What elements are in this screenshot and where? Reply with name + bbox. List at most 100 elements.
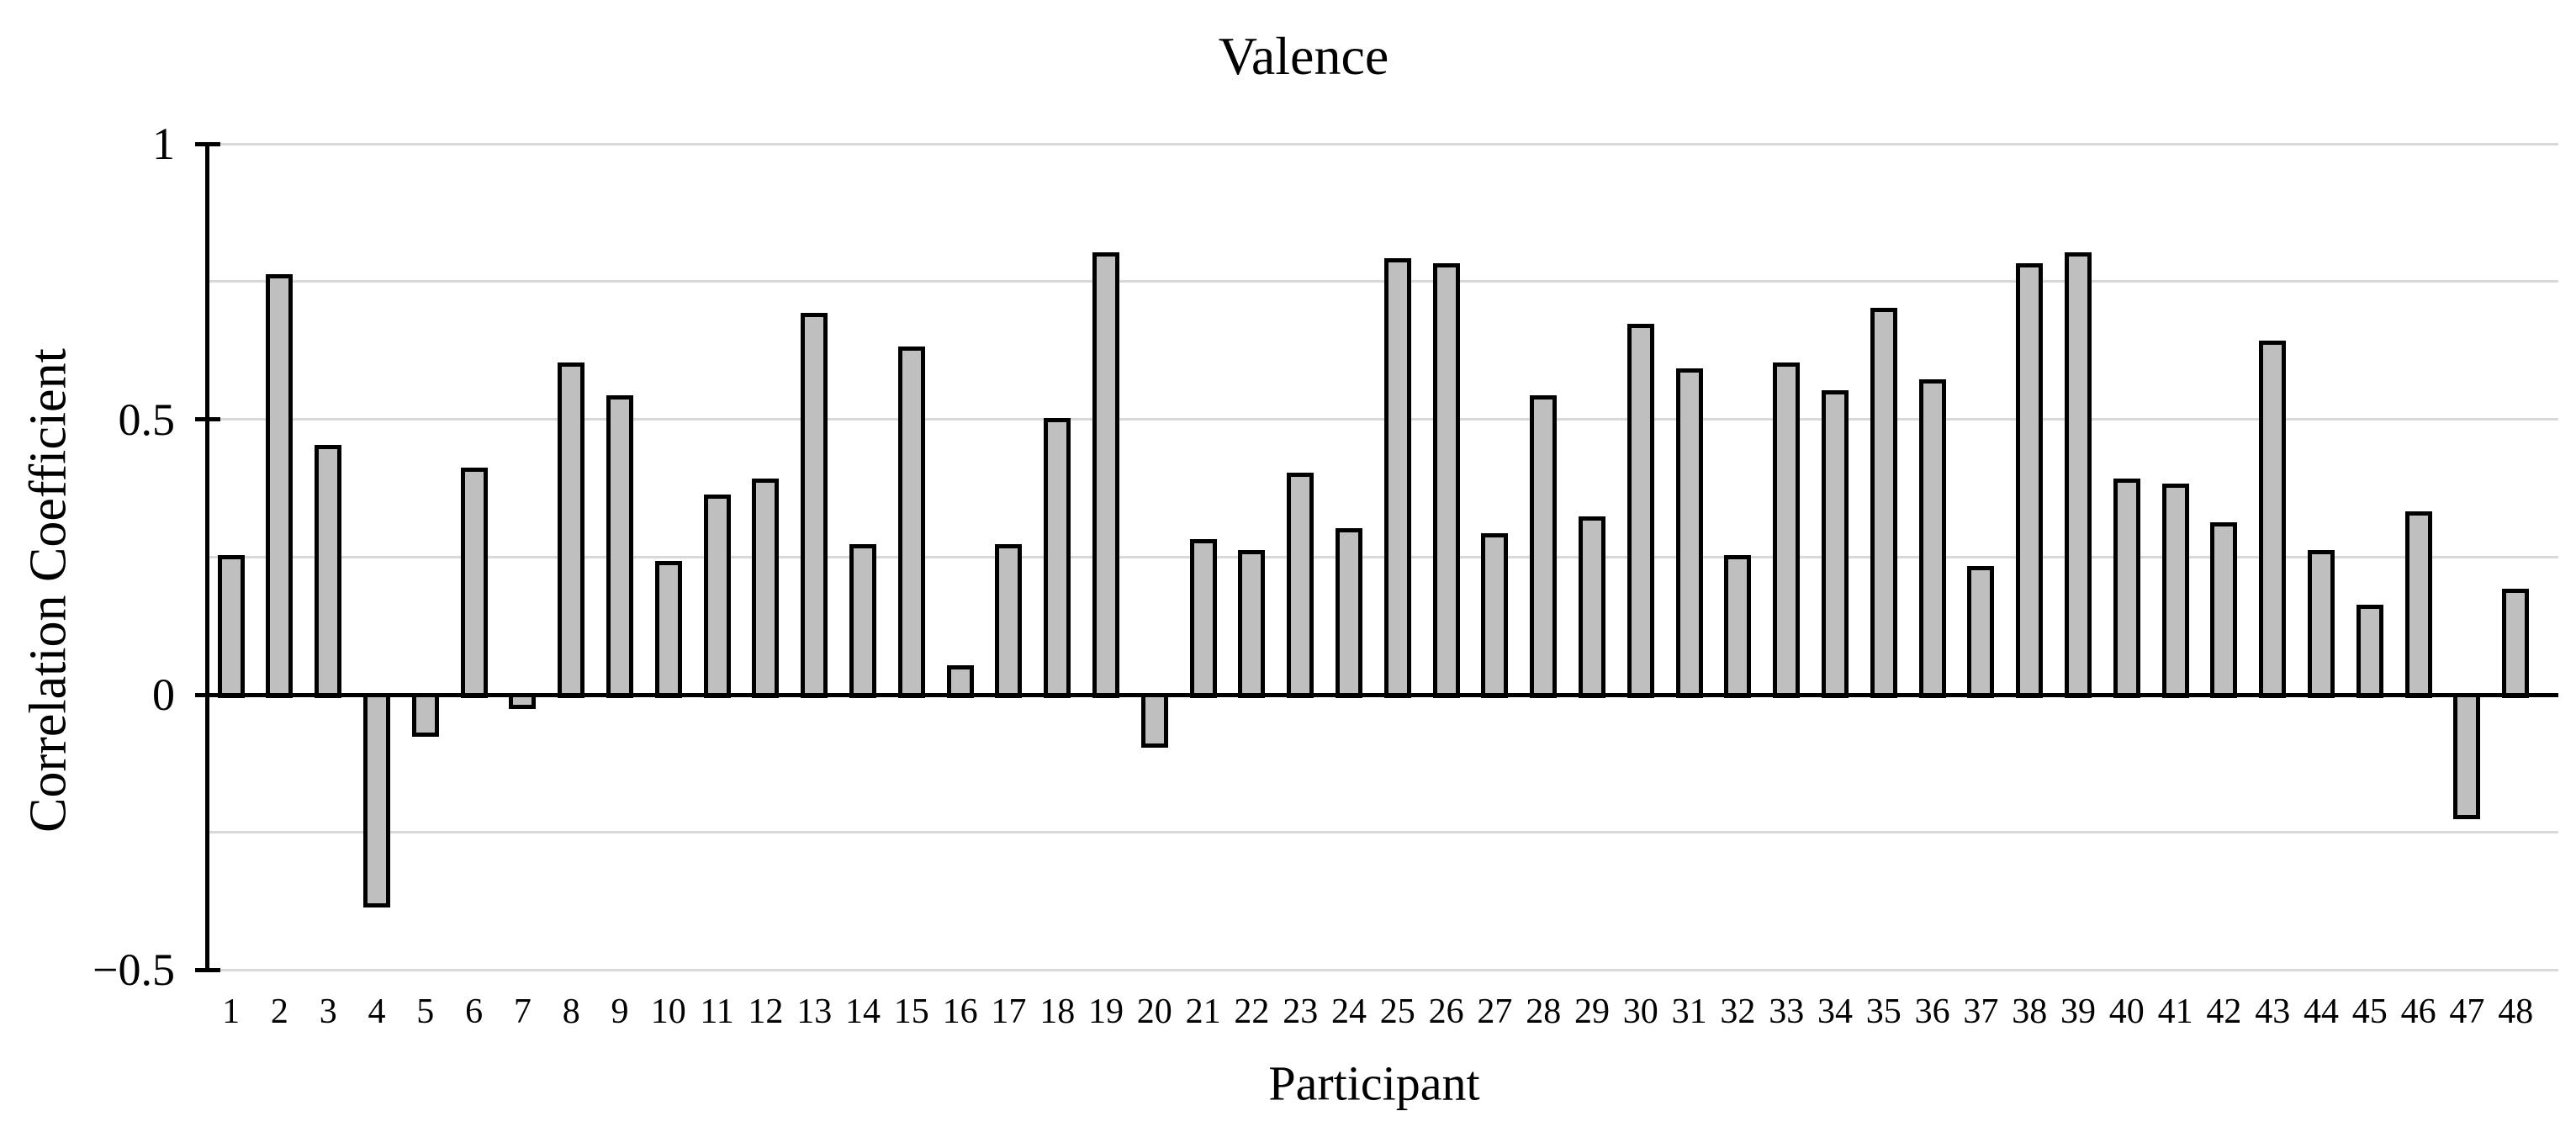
x-tick-label-3: 3 [319, 992, 337, 1031]
x-tick-label-6: 6 [465, 992, 484, 1031]
y-axis-tick [195, 141, 220, 146]
bar-participant-2 [266, 274, 294, 698]
bar-participant-17 [995, 544, 1023, 698]
x-tick-label-39: 39 [2060, 992, 2096, 1031]
y-tick-label-0.5: 0.5 [118, 394, 176, 445]
x-tick-label-21: 21 [1185, 992, 1221, 1031]
x-tick-label-28: 28 [1526, 992, 1562, 1031]
x-axis-title: Participant [1268, 1056, 1480, 1111]
bar-participant-46 [2404, 511, 2432, 698]
bar-participant-36 [1918, 378, 1946, 698]
bar-participant-18 [1044, 417, 1071, 698]
bar-participant-25 [1383, 257, 1411, 698]
y-tick-label-1: 1 [152, 119, 175, 170]
x-tick-label-10: 10 [650, 992, 686, 1031]
x-tick-label-40: 40 [2108, 992, 2145, 1031]
x-tick-label-9: 9 [611, 992, 629, 1031]
bar-participant-32 [1724, 555, 1752, 698]
bar-participant-6 [460, 467, 488, 698]
bar-participant-34 [1822, 389, 1849, 698]
x-tick-label-18: 18 [1039, 992, 1076, 1031]
bar-participant-31 [1675, 368, 1703, 698]
x-tick-label-25: 25 [1379, 992, 1415, 1031]
y-axis-line [205, 141, 209, 972]
x-tick-label-11: 11 [700, 992, 734, 1031]
gridline [207, 280, 2558, 283]
bar-participant-29 [1579, 516, 1605, 698]
y-axis-tick [195, 417, 220, 422]
bar-participant-12 [752, 478, 780, 698]
bar-participant-23 [1287, 473, 1314, 698]
bar-participant-8 [558, 362, 585, 698]
x-tick-label-38: 38 [2012, 992, 2048, 1031]
gridline [207, 555, 2558, 558]
bar-participant-5 [411, 693, 439, 737]
x-tick-label-24: 24 [1331, 992, 1367, 1031]
bar-participant-26 [1432, 263, 1460, 698]
chart-title: Valence [1218, 26, 1389, 86]
x-tick-label-32: 32 [1720, 992, 1756, 1031]
bar-participant-1 [217, 555, 245, 698]
x-tick-label-12: 12 [748, 992, 784, 1031]
x-tick-label-41: 41 [2157, 992, 2193, 1031]
bar-participant-27 [1481, 533, 1509, 698]
bar-participant-13 [801, 313, 828, 698]
gridline [207, 968, 2558, 971]
bar-participant-4 [363, 693, 390, 907]
bar-participant-47 [2453, 693, 2481, 820]
x-tick-label-13: 13 [796, 992, 833, 1031]
bar-participant-38 [2016, 263, 2044, 698]
bar-participant-39 [2065, 252, 2092, 698]
bar-participant-15 [897, 346, 925, 698]
x-tick-label-22: 22 [1234, 992, 1270, 1031]
y-axis-tick [195, 967, 220, 972]
y-tick-label-−0.5: −0.5 [93, 944, 175, 996]
x-tick-label-19: 19 [1088, 992, 1124, 1031]
x-tick-label-47: 47 [2449, 992, 2485, 1031]
x-tick-label-1: 1 [222, 992, 241, 1031]
bar-participant-20 [1140, 693, 1168, 748]
bar-participant-37 [1967, 566, 1995, 698]
x-tick-label-8: 8 [562, 992, 580, 1031]
bar-participant-33 [1773, 362, 1801, 698]
x-tick-label-37: 37 [1963, 992, 1999, 1031]
gridline [207, 831, 2558, 834]
x-tick-label-20: 20 [1136, 992, 1172, 1031]
x-tick-label-30: 30 [1622, 992, 1658, 1031]
bar-participant-48 [2502, 588, 2530, 698]
bar-participant-44 [2308, 549, 2335, 698]
bar-participant-19 [1092, 252, 1119, 698]
x-tick-label-7: 7 [513, 992, 532, 1031]
x-tick-label-26: 26 [1428, 992, 1464, 1031]
bar-participant-35 [1870, 307, 1897, 698]
x-tick-label-46: 46 [2400, 992, 2436, 1031]
x-tick-label-48: 48 [2498, 992, 2534, 1031]
bar-participant-21 [1189, 538, 1217, 698]
x-tick-label-16: 16 [942, 992, 978, 1031]
x-tick-label-31: 31 [1671, 992, 1707, 1031]
x-tick-label-15: 15 [893, 992, 929, 1031]
bar-participant-9 [606, 395, 633, 698]
x-tick-label-44: 44 [2304, 992, 2339, 1031]
bar-participant-42 [2210, 522, 2238, 698]
gridline [207, 142, 2558, 146]
x-tick-label-43: 43 [2255, 992, 2291, 1031]
x-tick-label-29: 29 [1574, 992, 1610, 1031]
x-tick-label-14: 14 [845, 992, 881, 1031]
x-tick-label-42: 42 [2206, 992, 2242, 1031]
bar-participant-3 [315, 445, 342, 698]
bar-participant-11 [703, 495, 731, 698]
x-tick-label-35: 35 [1865, 992, 1902, 1031]
bar-participant-24 [1336, 527, 1362, 698]
x-tick-label-23: 23 [1283, 992, 1319, 1031]
y-axis-tick [195, 692, 220, 697]
zero-baseline [207, 692, 2558, 697]
bar-participant-41 [2161, 484, 2189, 698]
x-tick-label-27: 27 [1477, 992, 1513, 1031]
x-tick-label-2: 2 [270, 992, 288, 1031]
x-tick-label-45: 45 [2351, 992, 2388, 1031]
bar-participant-43 [2259, 340, 2287, 698]
bar-participant-40 [2113, 478, 2140, 698]
x-tick-label-33: 33 [1769, 992, 1805, 1031]
